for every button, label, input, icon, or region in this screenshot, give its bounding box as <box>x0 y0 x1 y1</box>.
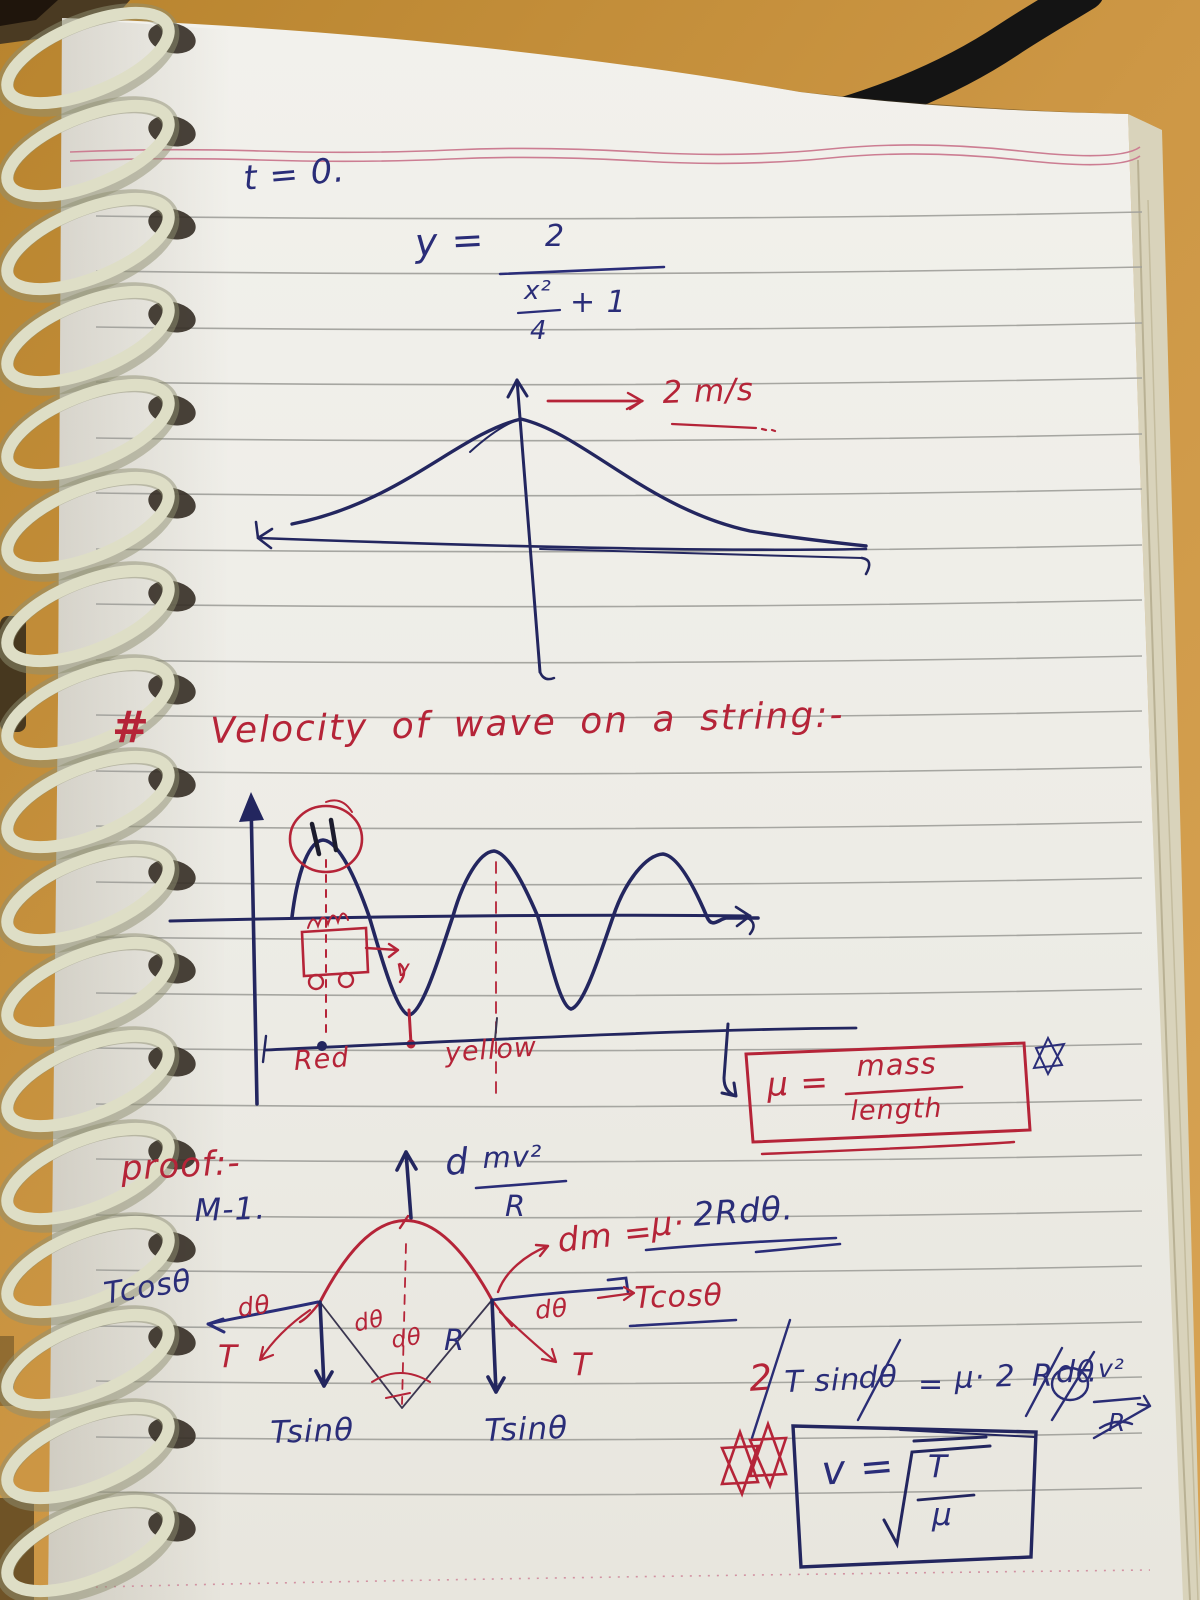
left-tension-label: T <box>218 1339 238 1375</box>
mu-definition-denominator: length <box>849 1092 944 1127</box>
proof-title: proof:- <box>119 1142 242 1189</box>
cart-body <box>300 926 370 978</box>
radical-sign <box>882 1435 992 1549</box>
mu-definition-lhs: μ = <box>765 1061 830 1104</box>
equation-bars <box>498 265 666 315</box>
time-label: t = 0. <box>241 150 347 199</box>
right-tension-arrow <box>486 1298 506 1394</box>
equation-lhs: y = <box>413 217 486 265</box>
result-numerator: T <box>928 1449 948 1485</box>
radius-label: R <box>444 1323 466 1357</box>
section-marker: # <box>112 702 150 753</box>
page-stack-edge <box>1128 114 1200 1600</box>
balance-rhs-angle: dθ <box>1056 1355 1096 1390</box>
centripetal-denominator: R <box>505 1189 527 1223</box>
balance-rhs-denominator: R <box>1108 1408 1127 1437</box>
equation-plus-one: + 1 <box>570 285 627 320</box>
balance-coefficient: 2 <box>747 1357 775 1400</box>
mu-definition-numerator: mass <box>855 1046 938 1083</box>
balance-rhs-mu: μ· 2 <box>953 1358 1017 1396</box>
wave-label-red: Red <box>292 1042 351 1077</box>
balance-lhs-sin: T sin <box>783 1362 861 1400</box>
center-angle-1-label: dθ <box>351 1305 387 1338</box>
result-denominator: μ <box>932 1497 953 1533</box>
reference-line <box>264 1026 858 1052</box>
wave-label-yellow: yellow <box>443 1031 539 1069</box>
balance-rhs-numerator: v² <box>1098 1354 1125 1383</box>
centripetal-arrow <box>395 1150 418 1220</box>
balance-lhs-angle: dθ <box>857 1359 899 1396</box>
right-tcos-label: Tcosθ <box>633 1277 724 1316</box>
centripetal-numerator: mv² <box>481 1138 544 1175</box>
star-icon <box>720 1428 760 1498</box>
wave-diagram <box>168 792 858 1106</box>
cart-velocity-label: v <box>396 956 411 982</box>
left-tcos-label: Tcosθ <box>101 1263 195 1312</box>
centripetal-prefix: d <box>443 1141 471 1184</box>
mass-element-mu: μ· <box>649 1202 686 1244</box>
wave-curve <box>290 838 760 1017</box>
mass-element-rest: 2Rdθ. <box>691 1187 795 1234</box>
equation-inner-denominator: 4 <box>530 316 548 346</box>
pulse-y-axis <box>515 378 542 674</box>
pulse-x-axis <box>256 536 868 552</box>
proof-diagram <box>206 1150 842 1409</box>
result-box <box>720 1420 1038 1569</box>
proof-method: M-1. <box>193 1190 267 1229</box>
right-tsin-label: Tsinθ <box>483 1410 569 1449</box>
right-horizontal-line <box>490 1276 630 1302</box>
section-title: Velocity of wave on a string:- <box>209 694 845 752</box>
mu-box <box>744 1035 1066 1156</box>
balance-rhs-dot: · <box>1086 1363 1097 1398</box>
right-tension-label: T <box>572 1347 592 1383</box>
pulse-velocity-label: 2 m/s <box>661 371 755 411</box>
result-lhs: v = <box>819 1442 897 1495</box>
left-angle-label: dθ <box>235 1289 273 1323</box>
star-icon <box>748 1420 788 1490</box>
right-angle-label: dθ <box>533 1293 570 1325</box>
equation-inner-numerator: x² <box>524 276 552 306</box>
star-doodle-icon <box>1032 1035 1066 1077</box>
cancellation-strokes <box>750 1318 1152 1440</box>
left-tension-arrow <box>314 1300 334 1388</box>
wave-y-axis <box>249 798 259 1106</box>
left-tcos-arrow <box>206 1300 320 1334</box>
balance-rhs-R: R <box>1032 1359 1054 1394</box>
equation-numerator: 2 <box>545 219 566 254</box>
wave-x-axis <box>168 913 752 923</box>
left-tsin-label: Tsinθ <box>269 1412 355 1451</box>
mass-element-lhs: dm = <box>555 1211 655 1260</box>
balance-equals: = <box>918 1367 945 1402</box>
center-angle-2-label: dθ <box>389 1323 424 1354</box>
margin-lines <box>59 144 1151 1589</box>
peak-circle <box>288 804 364 874</box>
pulse-diagram <box>254 378 871 681</box>
ruled-lines <box>95 211 1143 1496</box>
pulse-curve <box>290 417 868 548</box>
